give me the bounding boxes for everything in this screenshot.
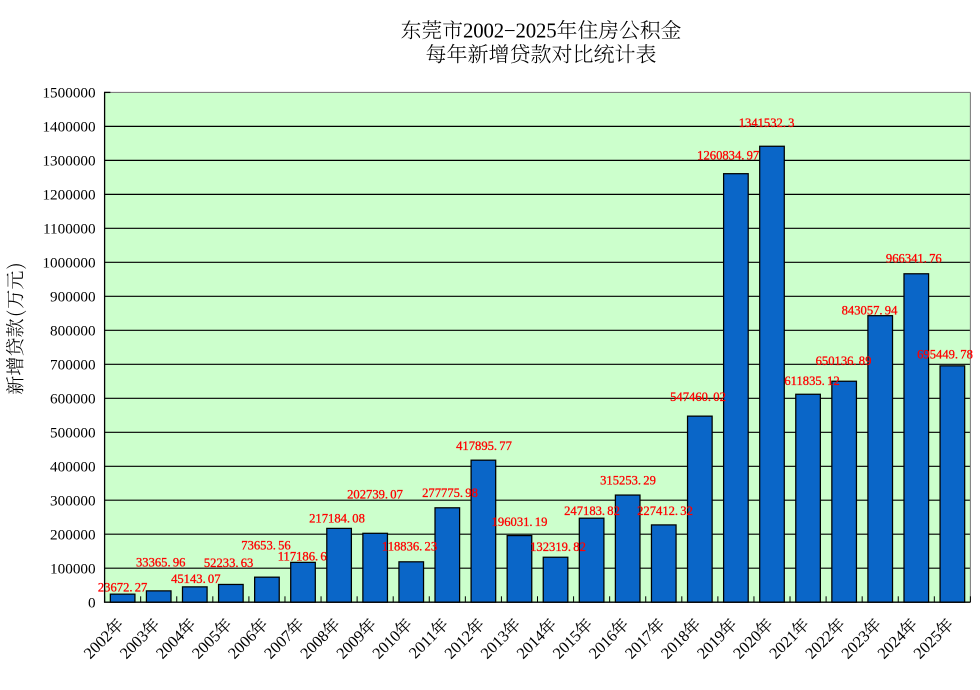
- svg-text:611835.12: 611835. 12: [784, 374, 839, 388]
- svg-text:73653.56: 73653. 56: [241, 538, 290, 552]
- svg-text:118836.23: 118836. 23: [382, 540, 437, 554]
- svg-text:1260834.97: 1260834. 97: [697, 149, 759, 163]
- svg-text:843057.94: 843057. 94: [842, 303, 898, 317]
- svg-text:500000: 500000: [50, 425, 96, 442]
- svg-text:1100000: 1100000: [43, 221, 96, 238]
- svg-text:600000: 600000: [50, 391, 96, 408]
- svg-text:227412.32: 227412. 32: [637, 504, 693, 518]
- svg-text:1000000: 1000000: [42, 255, 96, 272]
- svg-text:1341532.3: 1341532. 3: [739, 116, 795, 130]
- svg-text:132319.82: 132319. 82: [530, 540, 586, 554]
- svg-text:1200000: 1200000: [42, 187, 96, 204]
- svg-text:196031.19: 196031. 19: [492, 515, 548, 529]
- svg-text:23672.27: 23672. 27: [98, 581, 147, 595]
- svg-text:52233.63: 52233. 63: [204, 556, 253, 570]
- svg-text:300000: 300000: [50, 493, 96, 510]
- svg-text:966341.76: 966341. 76: [886, 251, 942, 265]
- svg-text:0: 0: [88, 595, 96, 612]
- svg-text:700000: 700000: [50, 357, 96, 374]
- svg-text:33365.96: 33365. 96: [136, 556, 185, 570]
- svg-text:1500000: 1500000: [42, 85, 96, 102]
- svg-text:1300000: 1300000: [42, 153, 96, 170]
- svg-text:315253.29: 315253. 29: [600, 474, 656, 488]
- svg-text:650136.89: 650136. 89: [816, 354, 872, 368]
- svg-text:202739.07: 202739. 07: [347, 488, 403, 502]
- svg-text:217184.08: 217184. 08: [309, 512, 365, 526]
- svg-text:247183.82: 247183. 82: [564, 504, 620, 518]
- svg-text:200000: 200000: [50, 527, 96, 544]
- svg-text:695449.78: 695449. 78: [917, 348, 973, 362]
- svg-text:800000: 800000: [50, 323, 96, 340]
- svg-text:100000: 100000: [50, 561, 96, 578]
- svg-text:277775.98: 277775. 98: [422, 486, 478, 500]
- svg-text:45143.07: 45143. 07: [171, 572, 220, 586]
- svg-text:400000: 400000: [50, 459, 96, 476]
- svg-text:547460.02: 547460. 02: [670, 390, 726, 404]
- svg-text:417895.77: 417895. 77: [456, 439, 512, 453]
- svg-text:2002−2025: 2002−2025: [463, 20, 557, 43]
- svg-text:900000: 900000: [50, 289, 96, 306]
- svg-text:1400000: 1400000: [42, 119, 96, 136]
- svg-text:117186.6: 117186. 6: [278, 550, 327, 564]
